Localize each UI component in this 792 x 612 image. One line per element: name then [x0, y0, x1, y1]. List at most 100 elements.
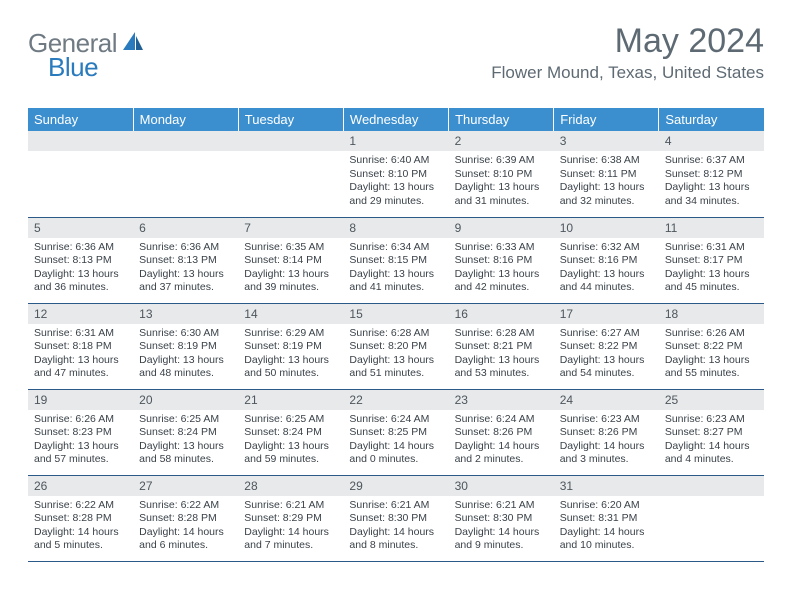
daylight-line: Daylight: 13 hours and 48 minutes. [139, 354, 232, 381]
sunset-line: Sunset: 8:28 PM [34, 512, 127, 526]
logo-text-blue-wrap: Blue [48, 52, 98, 83]
calendar-cell [238, 131, 343, 217]
calendar-cell: 7Sunrise: 6:35 AMSunset: 8:14 PMDaylight… [238, 217, 343, 303]
day-body: Sunrise: 6:28 AMSunset: 8:20 PMDaylight:… [343, 324, 448, 386]
daylight-line: Daylight: 14 hours and 7 minutes. [244, 526, 337, 553]
calendar-cell: 13Sunrise: 6:30 AMSunset: 8:19 PMDayligh… [133, 303, 238, 389]
daylight-line: Daylight: 14 hours and 2 minutes. [455, 440, 548, 467]
sunrise-line: Sunrise: 6:21 AM [455, 499, 548, 513]
day-body: Sunrise: 6:26 AMSunset: 8:23 PMDaylight:… [28, 410, 133, 472]
calendar-week-row: 12Sunrise: 6:31 AMSunset: 8:18 PMDayligh… [28, 303, 764, 389]
calendar-cell: 18Sunrise: 6:26 AMSunset: 8:22 PMDayligh… [659, 303, 764, 389]
calendar-cell: 9Sunrise: 6:33 AMSunset: 8:16 PMDaylight… [449, 217, 554, 303]
day-body: Sunrise: 6:24 AMSunset: 8:26 PMDaylight:… [449, 410, 554, 472]
sunset-line: Sunset: 8:20 PM [349, 340, 442, 354]
sunset-line: Sunset: 8:11 PM [560, 168, 653, 182]
daylight-line: Daylight: 13 hours and 59 minutes. [244, 440, 337, 467]
daylight-line: Daylight: 13 hours and 51 minutes. [349, 354, 442, 381]
weekday-header: Thursday [449, 108, 554, 131]
sunrise-line: Sunrise: 6:28 AM [455, 327, 548, 341]
calendar-cell [659, 475, 764, 561]
calendar-cell: 26Sunrise: 6:22 AMSunset: 8:28 PMDayligh… [28, 475, 133, 561]
sunset-line: Sunset: 8:14 PM [244, 254, 337, 268]
sunrise-line: Sunrise: 6:31 AM [34, 327, 127, 341]
calendar-table: SundayMondayTuesdayWednesdayThursdayFrid… [28, 108, 764, 562]
day-number: 20 [133, 390, 238, 410]
day-number: 24 [554, 390, 659, 410]
calendar-cell: 6Sunrise: 6:36 AMSunset: 8:13 PMDaylight… [133, 217, 238, 303]
day-number: 21 [238, 390, 343, 410]
sunrise-line: Sunrise: 6:37 AM [665, 154, 758, 168]
sunrise-line: Sunrise: 6:20 AM [560, 499, 653, 513]
day-number: 31 [554, 476, 659, 496]
calendar-cell: 11Sunrise: 6:31 AMSunset: 8:17 PMDayligh… [659, 217, 764, 303]
sunset-line: Sunset: 8:30 PM [455, 512, 548, 526]
calendar-cell: 31Sunrise: 6:20 AMSunset: 8:31 PMDayligh… [554, 475, 659, 561]
day-number: 14 [238, 304, 343, 324]
sunrise-line: Sunrise: 6:39 AM [455, 154, 548, 168]
logo-sail-icon [121, 30, 145, 57]
page-title: May 2024 [491, 22, 764, 61]
day-number: 15 [343, 304, 448, 324]
daylight-line: Daylight: 14 hours and 10 minutes. [560, 526, 653, 553]
calendar-cell: 29Sunrise: 6:21 AMSunset: 8:30 PMDayligh… [343, 475, 448, 561]
daylight-line: Daylight: 13 hours and 44 minutes. [560, 268, 653, 295]
calendar-cell: 22Sunrise: 6:24 AMSunset: 8:25 PMDayligh… [343, 389, 448, 475]
weekday-header: Tuesday [238, 108, 343, 131]
day-number: 3 [554, 131, 659, 151]
day-body: Sunrise: 6:25 AMSunset: 8:24 PMDaylight:… [133, 410, 238, 472]
day-body: Sunrise: 6:20 AMSunset: 8:31 PMDaylight:… [554, 496, 659, 558]
day-number: 5 [28, 218, 133, 238]
daylight-line: Daylight: 13 hours and 47 minutes. [34, 354, 127, 381]
daylight-line: Daylight: 13 hours and 54 minutes. [560, 354, 653, 381]
title-block: May 2024 Flower Mound, Texas, United Sta… [491, 22, 764, 83]
daylight-line: Daylight: 14 hours and 8 minutes. [349, 526, 442, 553]
day-number-empty [238, 131, 343, 151]
day-number: 29 [343, 476, 448, 496]
sunset-line: Sunset: 8:22 PM [560, 340, 653, 354]
day-body: Sunrise: 6:21 AMSunset: 8:29 PMDaylight:… [238, 496, 343, 558]
daylight-line: Daylight: 13 hours and 55 minutes. [665, 354, 758, 381]
calendar-cell: 24Sunrise: 6:23 AMSunset: 8:26 PMDayligh… [554, 389, 659, 475]
daylight-line: Daylight: 14 hours and 0 minutes. [349, 440, 442, 467]
calendar-cell: 20Sunrise: 6:25 AMSunset: 8:24 PMDayligh… [133, 389, 238, 475]
sunset-line: Sunset: 8:26 PM [455, 426, 548, 440]
weekday-header: Friday [554, 108, 659, 131]
day-number: 25 [659, 390, 764, 410]
day-body: Sunrise: 6:24 AMSunset: 8:25 PMDaylight:… [343, 410, 448, 472]
weekday-header-row: SundayMondayTuesdayWednesdayThursdayFrid… [28, 108, 764, 131]
daylight-line: Daylight: 14 hours and 9 minutes. [455, 526, 548, 553]
day-number: 9 [449, 218, 554, 238]
day-body: Sunrise: 6:22 AMSunset: 8:28 PMDaylight:… [133, 496, 238, 558]
day-body: Sunrise: 6:36 AMSunset: 8:13 PMDaylight:… [133, 238, 238, 300]
day-number: 6 [133, 218, 238, 238]
calendar-cell: 28Sunrise: 6:21 AMSunset: 8:29 PMDayligh… [238, 475, 343, 561]
day-body: Sunrise: 6:27 AMSunset: 8:22 PMDaylight:… [554, 324, 659, 386]
daylight-line: Daylight: 13 hours and 37 minutes. [139, 268, 232, 295]
sunset-line: Sunset: 8:10 PM [455, 168, 548, 182]
weekday-header: Monday [133, 108, 238, 131]
day-number: 19 [28, 390, 133, 410]
daylight-line: Daylight: 13 hours and 45 minutes. [665, 268, 758, 295]
day-body: Sunrise: 6:29 AMSunset: 8:19 PMDaylight:… [238, 324, 343, 386]
day-number-empty [28, 131, 133, 151]
daylight-line: Daylight: 14 hours and 3 minutes. [560, 440, 653, 467]
day-body: Sunrise: 6:34 AMSunset: 8:15 PMDaylight:… [343, 238, 448, 300]
daylight-line: Daylight: 13 hours and 53 minutes. [455, 354, 548, 381]
day-number: 26 [28, 476, 133, 496]
day-body: Sunrise: 6:26 AMSunset: 8:22 PMDaylight:… [659, 324, 764, 386]
calendar-cell: 17Sunrise: 6:27 AMSunset: 8:22 PMDayligh… [554, 303, 659, 389]
daylight-line: Daylight: 13 hours and 41 minutes. [349, 268, 442, 295]
sunset-line: Sunset: 8:19 PM [139, 340, 232, 354]
daylight-line: Daylight: 13 hours and 58 minutes. [139, 440, 232, 467]
sunset-line: Sunset: 8:29 PM [244, 512, 337, 526]
day-number: 12 [28, 304, 133, 324]
daylight-line: Daylight: 14 hours and 4 minutes. [665, 440, 758, 467]
day-number: 11 [659, 218, 764, 238]
sunrise-line: Sunrise: 6:38 AM [560, 154, 653, 168]
day-number: 27 [133, 476, 238, 496]
calendar-cell: 8Sunrise: 6:34 AMSunset: 8:15 PMDaylight… [343, 217, 448, 303]
calendar-week-row: 5Sunrise: 6:36 AMSunset: 8:13 PMDaylight… [28, 217, 764, 303]
sunrise-line: Sunrise: 6:23 AM [665, 413, 758, 427]
calendar-cell: 25Sunrise: 6:23 AMSunset: 8:27 PMDayligh… [659, 389, 764, 475]
